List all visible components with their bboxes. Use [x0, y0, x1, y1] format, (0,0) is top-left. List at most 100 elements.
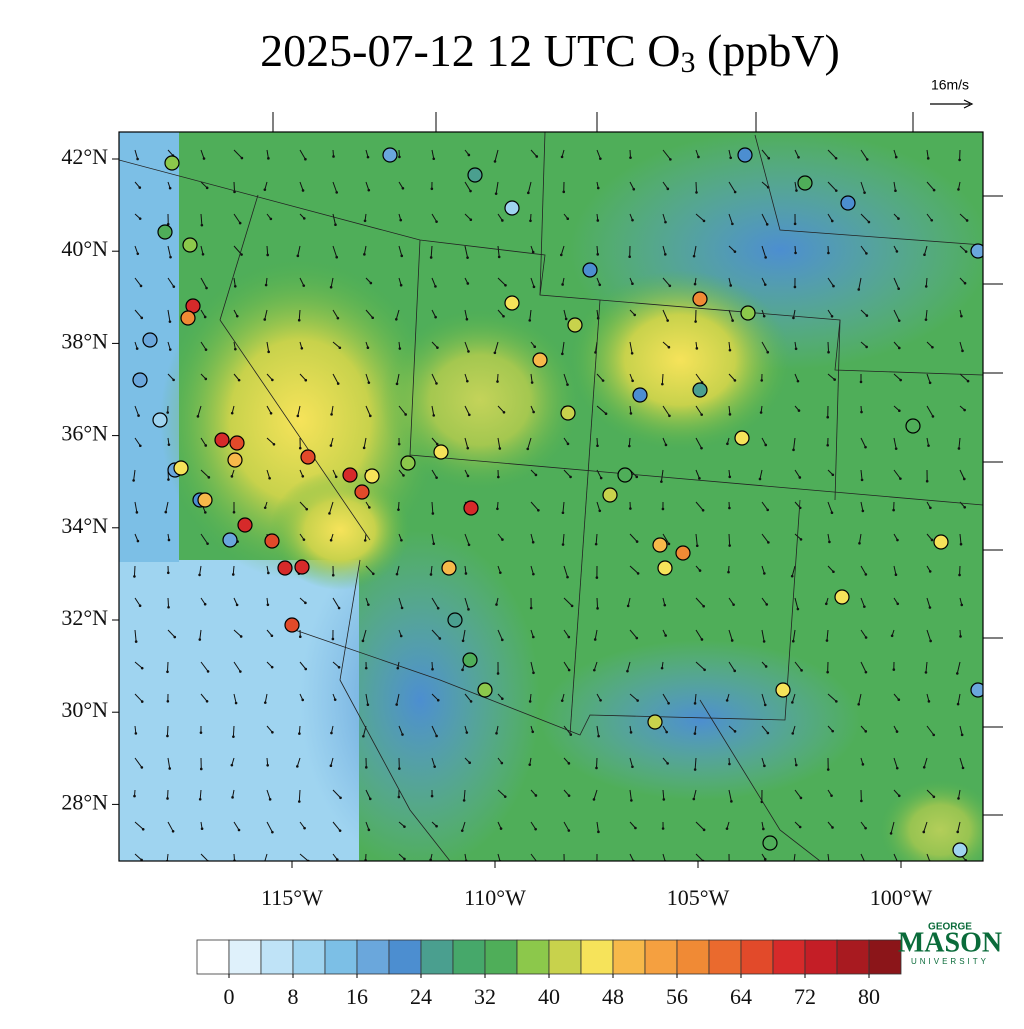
station — [603, 488, 617, 502]
station — [301, 450, 315, 464]
colorbar-box — [677, 940, 709, 974]
wind-arrowhead — [141, 667, 144, 670]
wind-arrowhead — [234, 348, 237, 351]
wind-arrowhead — [764, 704, 767, 707]
wind-arrowhead — [368, 829, 371, 832]
wind-arrowhead — [200, 768, 203, 771]
station — [478, 683, 492, 697]
wind-arrowhead — [560, 254, 563, 257]
wind-arrowhead — [271, 634, 274, 637]
wind-arrowhead — [667, 188, 670, 191]
wind-arrowhead — [399, 347, 402, 350]
wind-arrowhead — [958, 159, 961, 162]
wind-arrowhead — [339, 796, 342, 799]
logo-bottom: UNIVERSITY — [911, 957, 989, 966]
wind-arrowhead — [703, 220, 706, 223]
wind-arrowhead — [600, 477, 603, 480]
wind-arrowhead — [630, 412, 633, 415]
wind-arrowhead — [694, 702, 697, 705]
wind-arrowhead — [530, 607, 533, 610]
colorbar-label: 56 — [666, 984, 688, 1009]
wind-arrowhead — [925, 318, 928, 321]
wind-arrowhead — [241, 157, 244, 160]
wind-arrowhead — [929, 570, 932, 573]
wind-arrowhead — [239, 222, 242, 225]
wind-arrowhead — [403, 825, 406, 828]
wind-arrowhead — [535, 794, 538, 797]
lon-label: 115°W — [261, 885, 323, 910]
colorbar-box — [581, 940, 613, 974]
wind-arrowhead — [763, 315, 766, 318]
wind-arrowhead — [199, 798, 202, 801]
colorbar-box — [197, 940, 229, 974]
wind-arrowhead — [598, 284, 601, 287]
wind-arrowhead — [932, 734, 935, 737]
wind-arrowhead — [694, 283, 697, 286]
wind-arrowhead — [332, 574, 335, 577]
wind-arrowhead — [465, 572, 468, 575]
wind-arrowhead — [668, 414, 671, 417]
wind-arrowhead — [694, 732, 697, 735]
wind-arrowhead — [263, 318, 266, 321]
wind-arrowhead — [396, 383, 399, 386]
wind-arrow — [233, 726, 234, 737]
wind-arrowhead — [395, 318, 398, 321]
colorbar-label: 80 — [858, 984, 880, 1009]
wind-arrowhead — [367, 189, 370, 192]
wind-arrowhead — [966, 219, 969, 222]
wind-arrowhead — [396, 667, 399, 670]
wind-arrowhead — [896, 767, 899, 770]
wind-arrowhead — [298, 732, 301, 735]
station — [618, 468, 632, 482]
wind-arrowhead — [863, 191, 866, 194]
wind-arrowhead — [791, 701, 794, 704]
wind-arrowhead — [927, 157, 930, 160]
wind-arrowhead — [368, 506, 371, 509]
wind-arrowhead — [828, 863, 831, 866]
wind-arrowhead — [792, 449, 795, 452]
wind-arrowhead — [865, 671, 868, 674]
wind-arrowhead — [835, 157, 838, 160]
wind-arrowhead — [631, 380, 634, 383]
wind-arrowhead — [466, 731, 469, 734]
wind-arrowhead — [363, 253, 366, 256]
lon-label: 105°W — [667, 885, 730, 910]
wind-arrowhead — [240, 635, 243, 638]
wind-arrowhead — [231, 412, 234, 415]
wind-arrow — [167, 726, 168, 736]
wind-arrowhead — [372, 572, 375, 575]
wind-arrowhead — [862, 510, 865, 513]
wind-arrowhead — [631, 219, 634, 222]
wind-arrowhead — [303, 827, 306, 830]
wind-arrowhead — [166, 411, 169, 414]
wind-arrowhead — [857, 703, 860, 706]
wind-arrowhead — [593, 669, 596, 672]
wind-arrowhead — [527, 192, 530, 195]
wind-arrowhead — [562, 511, 565, 514]
wind-arrowhead — [831, 220, 834, 223]
wind-arrowhead — [169, 187, 172, 190]
wind-arrowhead — [734, 379, 737, 382]
wind-arrowhead — [596, 607, 599, 610]
wind-arrowhead — [335, 191, 338, 194]
wind-arrowhead — [964, 282, 967, 285]
wind-arrowhead — [702, 509, 705, 512]
wind-arrowhead — [928, 700, 931, 703]
wind-arrowhead — [334, 223, 337, 226]
station — [198, 493, 212, 507]
wind-arrowhead — [865, 252, 868, 255]
wind-arrowhead — [563, 861, 566, 864]
wind-arrowhead — [767, 157, 770, 160]
wind-arrowhead — [665, 444, 668, 447]
wind-arrowhead — [204, 444, 207, 447]
wind-arrowhead — [663, 798, 666, 801]
wind-arrowhead — [857, 288, 860, 291]
station — [583, 263, 597, 277]
wind-arrowhead — [895, 573, 898, 576]
wind-arrowhead — [826, 639, 829, 642]
wind-arrowhead — [636, 540, 639, 543]
station — [676, 546, 690, 560]
station — [265, 534, 279, 548]
wind-arrowhead — [398, 767, 401, 770]
wind-arrowhead — [668, 543, 671, 546]
